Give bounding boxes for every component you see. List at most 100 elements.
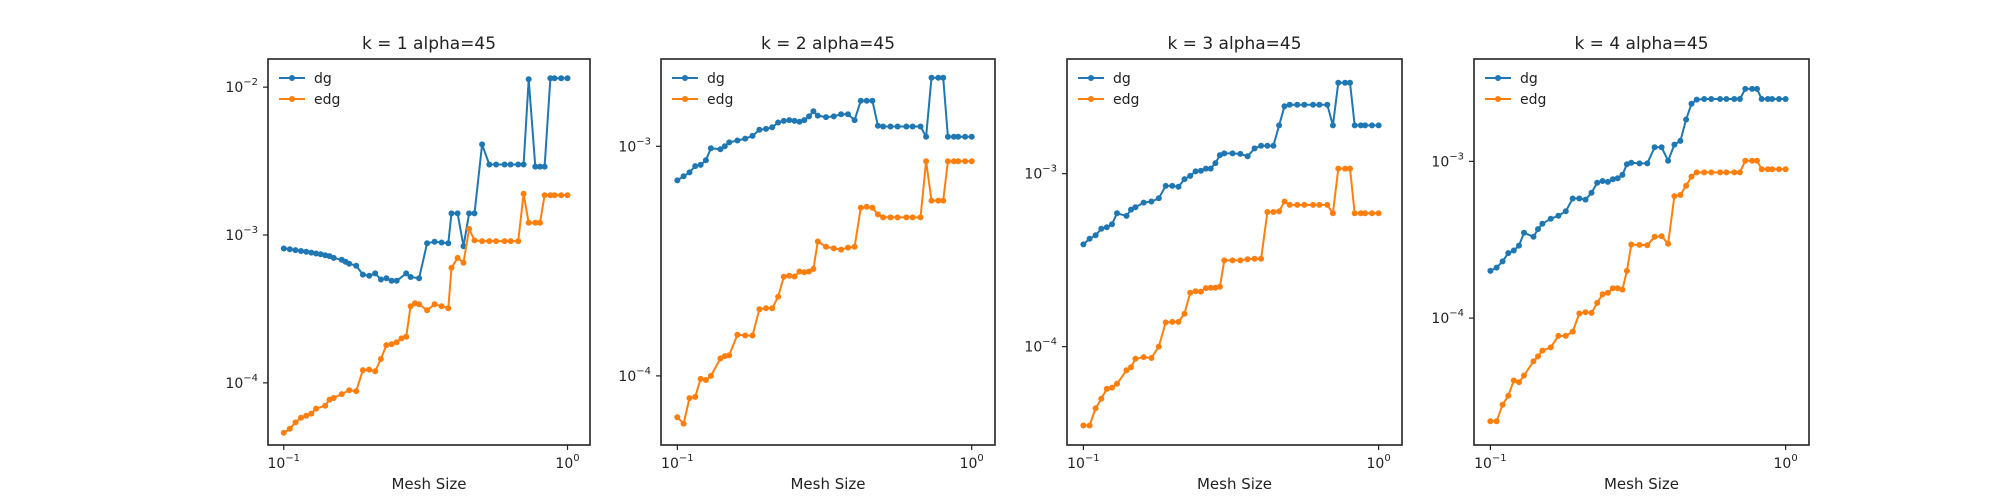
data-point-dg [438, 239, 445, 246]
data-point-dg [1362, 122, 1369, 129]
data-point-dg [1599, 178, 1606, 184]
data-point-edg [796, 268, 803, 275]
data-point-edg [814, 238, 821, 245]
data-point-edg [1286, 201, 1293, 208]
data-point-dg [1301, 101, 1308, 108]
data-point-edg [1103, 385, 1110, 392]
data-point-dg [1776, 96, 1782, 102]
data-point-edg [525, 219, 532, 226]
data-point-dg [330, 254, 337, 261]
data-point-edg [1281, 198, 1288, 205]
data-point-edg [520, 190, 527, 197]
data-point-dg [1487, 267, 1494, 274]
data-point-edg [1212, 284, 1219, 291]
data-point-edg [1782, 166, 1789, 173]
data-point-dg [1351, 122, 1358, 129]
data-point-dg [810, 108, 817, 115]
data-point-dg [950, 133, 957, 140]
panel-2: k = 2 alpha=45 10−1 100 10−4 10−3 Mesh Size dg… [618, 34, 996, 493]
data-point-dg [454, 210, 461, 217]
data-point-edg [558, 192, 565, 199]
data-point-edg [286, 425, 293, 432]
data-point-edg [1671, 193, 1678, 200]
data-point-dg [1701, 96, 1708, 102]
data-point-edg [1251, 255, 1258, 262]
data-point-dg [520, 161, 527, 168]
data-point-dg [1708, 96, 1715, 102]
data-point-dg [303, 248, 310, 255]
data-point-edg [338, 391, 345, 398]
data-point-dg [1347, 79, 1353, 86]
data-point-edg [1114, 380, 1120, 387]
data-point-edg [454, 254, 461, 261]
legend-marker-dg [682, 75, 688, 81]
data-point-edg [1244, 256, 1251, 263]
data-point-dg [1671, 141, 1678, 148]
data-point-edg [359, 367, 366, 374]
data-point-edg [537, 219, 543, 226]
data-point-edg [507, 238, 514, 245]
data-point-edg [438, 303, 445, 310]
data-point-dg [928, 74, 935, 81]
data-point-edg [917, 214, 924, 221]
data-point-edg [1301, 201, 1308, 208]
data-point-dg [532, 163, 539, 170]
y-tick-label: 10−4 [1431, 308, 1464, 327]
data-point-dg [525, 76, 532, 83]
data-point-dg [1658, 144, 1665, 151]
data-point-edg [298, 414, 304, 421]
data-point-dg [1717, 96, 1724, 102]
data-point-edg [763, 305, 769, 312]
data-point-dg [1098, 225, 1105, 232]
legend-marker-dg [289, 75, 295, 81]
data-point-dg [1155, 195, 1162, 202]
data-point-edg [564, 192, 571, 199]
data-point-dg [1749, 85, 1756, 92]
data-point-edg [1155, 343, 1162, 350]
data-point-edg [1623, 267, 1630, 274]
data-point-dg [359, 271, 366, 278]
data-point-dg [674, 177, 681, 184]
data-point-edg [903, 214, 910, 221]
data-point-dg [403, 270, 410, 277]
data-point-dg [903, 123, 910, 130]
data-point-dg [1187, 172, 1194, 179]
data-point-edg [303, 412, 310, 419]
data-point-dg [1212, 160, 1219, 167]
data-point-edg [697, 375, 704, 382]
legend-marker-edg [289, 96, 295, 102]
data-point-dg [838, 111, 845, 118]
data-point-dg [1758, 96, 1765, 102]
data-point-dg [1693, 96, 1700, 103]
data-point-dg [515, 161, 522, 168]
data-point-edg [501, 238, 508, 245]
legend-label-edg: edg [707, 92, 733, 108]
data-point-edg [1604, 289, 1611, 296]
data-point-dg [1530, 233, 1537, 240]
data-point-dg [445, 240, 452, 247]
data-point-dg [1103, 224, 1110, 231]
data-point-dg [742, 135, 749, 142]
x-tick-label: 10−1 [1067, 453, 1100, 472]
data-point-edg [1192, 288, 1199, 295]
data-point-edg [1535, 353, 1541, 360]
data-point-dg [1175, 183, 1182, 190]
data-point-edg [801, 269, 808, 276]
data-point-dg [1535, 226, 1541, 233]
plot-frame [1473, 58, 1810, 446]
data-point-dg [863, 97, 870, 104]
data-point-edg [424, 307, 431, 314]
data-point-edg [674, 414, 681, 421]
data-point-dg [1169, 182, 1176, 189]
data-point-edg [1588, 309, 1595, 316]
series-line-edg [283, 192, 568, 434]
series-line-edg [676, 160, 972, 425]
data-point-edg [1665, 240, 1672, 247]
data-point-dg [1609, 176, 1616, 183]
data-point-edg [1521, 372, 1527, 379]
data-point-edg [448, 264, 455, 271]
data-point-edg [1505, 392, 1512, 399]
x-tick-label: 100 [555, 453, 579, 472]
y-tick-label: 10−4 [1024, 337, 1057, 356]
data-point-dg [366, 272, 373, 279]
